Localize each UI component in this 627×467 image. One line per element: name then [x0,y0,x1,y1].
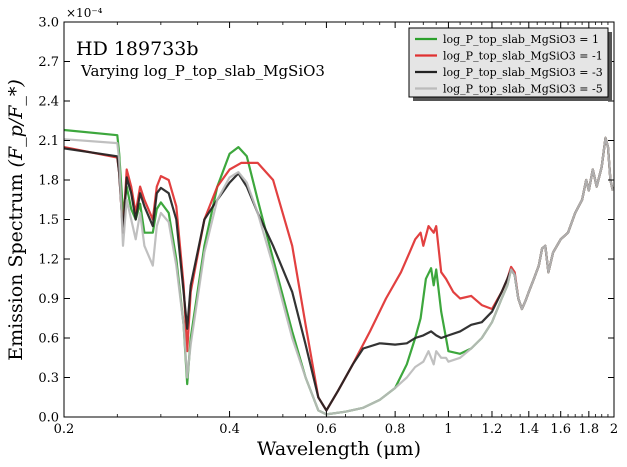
y-multiplier: ×10⁻⁴ [66,6,103,20]
x-tick-label: 0.6 [316,422,337,437]
series-line-2 [64,136,614,412]
x-tick-label: 1.6 [550,422,571,437]
y-tick-label: 1.5 [38,213,59,228]
x-axis-label: Wavelength (μm) [257,438,421,460]
series-layer [64,128,614,416]
series-line-4 [64,136,614,416]
y-axis: 0.0 0.3 0.6 0.9 1.2 1.5 1.8 2.1 2.4 2.7 3.0 [38,16,614,426]
x-axis: 0.2 0.4 0.6 0.8 1 1.2 1.4 1.6 1.8 2 [54,22,618,437]
series-line-1 [64,128,614,416]
legend: log_P_top_slab_MgSiO3 = 1 log_P_top_slab_… [408,27,612,101]
y-tick-label: 1.2 [38,253,59,268]
y-axis-label-text: Emission Spectrum [5,167,27,360]
series-line-3 [64,136,614,412]
legend-items: log_P_top_slab_MgSiO3 = 1 log_P_top_slab_… [415,33,603,96]
y-tick-label: 1.8 [38,174,59,189]
x-tick-label: 0.4 [219,422,240,437]
y-tick-label: 2.7 [38,55,59,70]
y-tick-label: 2.1 [38,134,59,149]
legend-label-1: log_P_top_slab_MgSiO3 = 1 [443,33,599,46]
y-tick-label: 0.3 [38,371,59,386]
y-tick-label: 0.6 [38,332,59,347]
y-tick-label: 0.0 [38,411,59,426]
y-axis-label: Emission Spectrum (F_p/F_*) [5,79,27,361]
x-tick-label: 0.2 [54,422,75,437]
legend-box [408,27,609,98]
y-tick-label: 2.4 [38,95,59,110]
x-tick-label: 1.2 [482,422,503,437]
chart-title: HD 189733b [76,38,199,60]
y-axis-label-math: (F_p/F_*) [5,79,27,167]
y-tick-label: 0.9 [38,292,59,307]
x-tick-label: 0.8 [385,422,406,437]
chart-subtitle: Varying log_P_top_slab_MgSiO3 [80,62,325,80]
legend-label-3: log_P_top_slab_MgSiO3 = -3 [443,66,603,79]
x-tick-label: 2 [610,422,618,437]
x-tick-label: 1.4 [518,422,539,437]
legend-label-2: log_P_top_slab_MgSiO3 = -1 [443,50,603,63]
x-tick-label: 1.8 [578,422,599,437]
y-tick-label: 3.0 [38,16,59,31]
x-tick-label: 1 [444,422,452,437]
legend-label-4: log_P_top_slab_MgSiO3 = -5 [443,83,603,96]
